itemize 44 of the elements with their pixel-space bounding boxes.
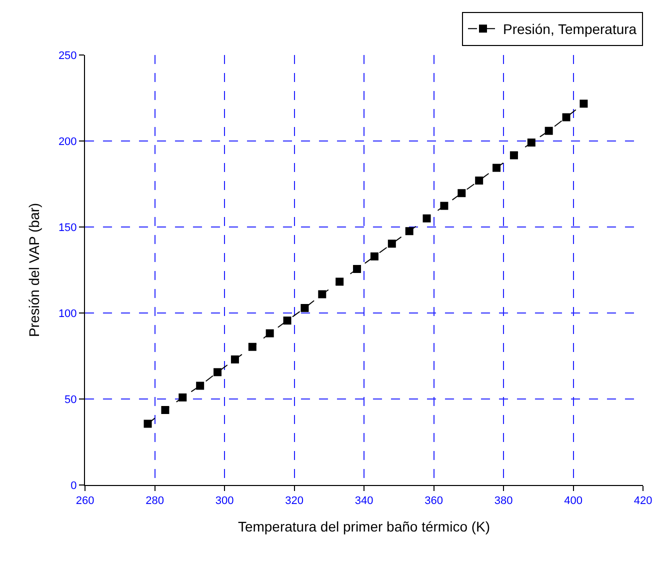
x-tick-label: 280 — [146, 495, 164, 508]
point — [300, 304, 309, 312]
point — [144, 420, 152, 428]
point — [388, 240, 396, 248]
point — [544, 126, 553, 135]
x-tick-label: 400 — [564, 495, 582, 508]
y-tick-label: 250 — [58, 50, 77, 62]
point — [161, 406, 170, 414]
point — [266, 329, 274, 338]
point — [178, 393, 187, 402]
point — [422, 214, 431, 222]
point — [214, 368, 222, 376]
y-tick-label: 150 — [58, 222, 77, 234]
point — [318, 290, 326, 298]
point — [475, 176, 484, 185]
x-tick-label: 320 — [285, 495, 304, 508]
x-tick-label: 420 — [634, 495, 652, 508]
point — [283, 316, 292, 325]
point — [492, 164, 501, 172]
x-axis-title: Temperatura del primer baño térmico (K) — [238, 518, 490, 534]
y-tick-label: 50 — [64, 394, 77, 406]
x-tick-label: 360 — [424, 495, 443, 508]
x-tick-label: 300 — [215, 495, 234, 508]
point — [248, 342, 256, 351]
point — [527, 138, 536, 147]
point — [353, 264, 362, 273]
point — [370, 252, 378, 260]
y-tick-label: 0 — [70, 480, 77, 492]
point — [196, 382, 204, 390]
y-tick-label: 100 — [58, 308, 77, 320]
point — [405, 227, 414, 236]
point — [458, 189, 466, 198]
point — [230, 355, 239, 364]
point — [440, 202, 448, 210]
point — [580, 100, 588, 108]
point — [336, 278, 344, 286]
point — [562, 113, 570, 122]
x-tick-label: 380 — [494, 495, 513, 508]
y-axis-title: Presión del VAP (bar) — [26, 202, 42, 338]
x-tick-label: 260 — [76, 495, 94, 508]
x-tick-label: 340 — [354, 495, 374, 508]
legend-label: Presión, Temperatura — [503, 21, 637, 38]
y-tick-label: 200 — [58, 136, 77, 148]
point — [510, 151, 518, 160]
